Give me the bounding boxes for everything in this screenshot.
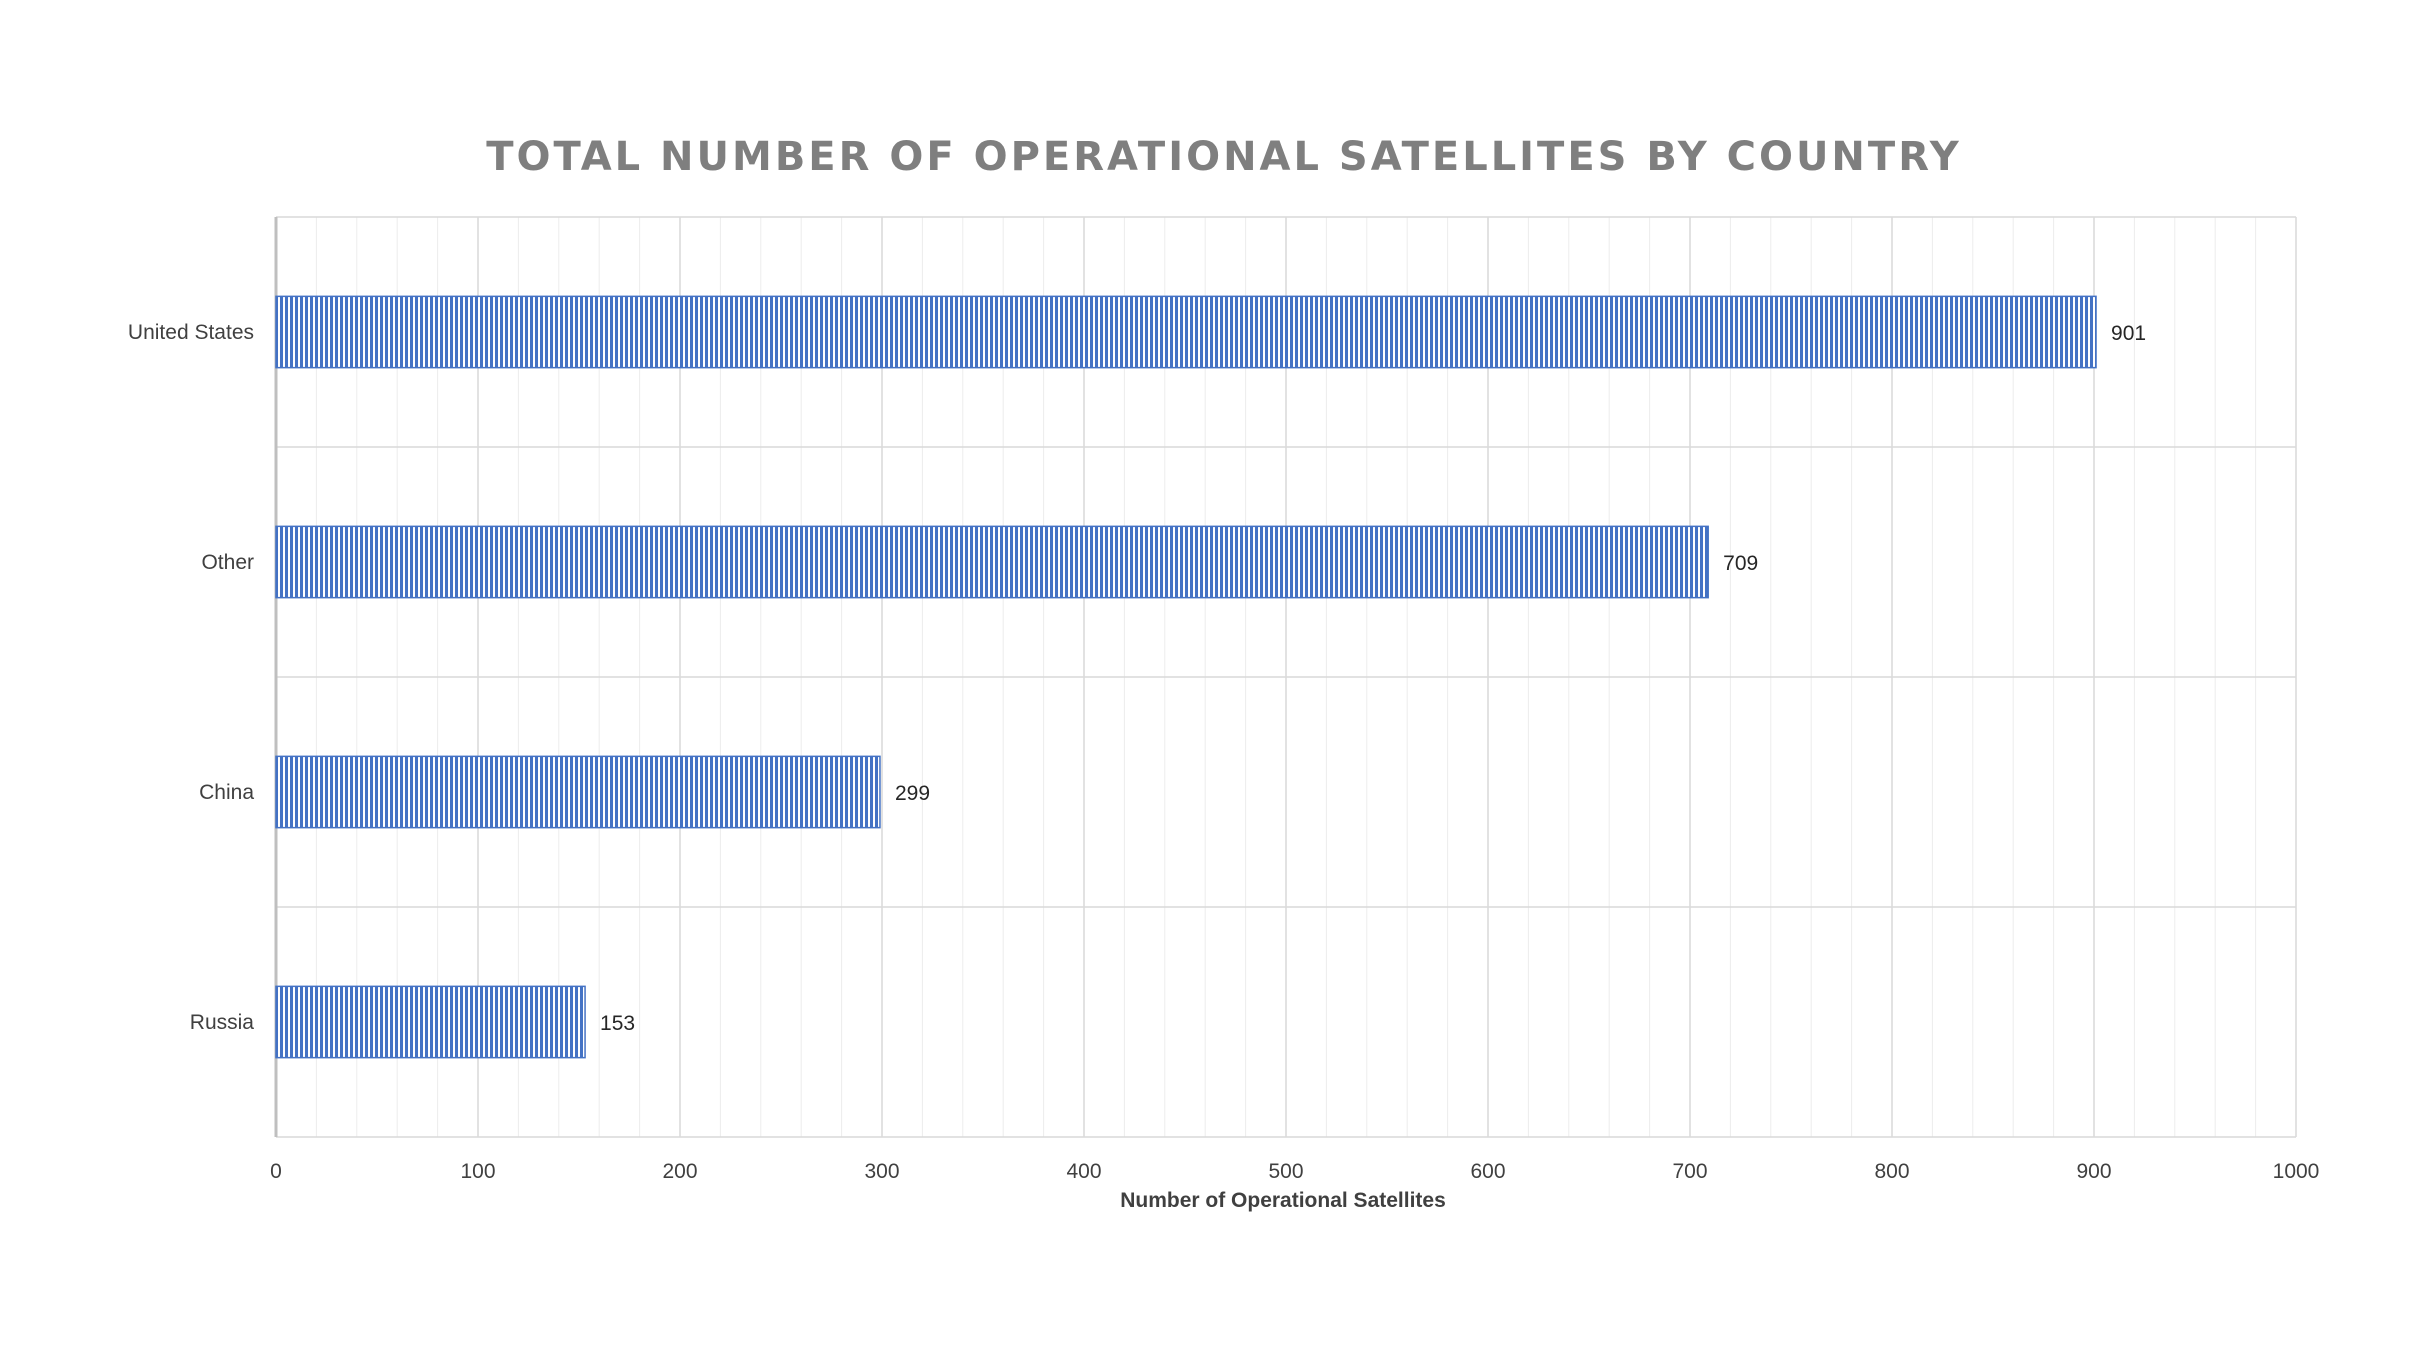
x-axis-title: Number of Operational Satellites	[1120, 1189, 1446, 1212]
x-tick-label: 600	[1470, 1160, 1505, 1183]
labels: 0 100 200 300 400 500 600 700 800 900 1000 United S…	[128, 321, 2319, 1183]
category-label: Russia	[190, 1011, 255, 1034]
x-tick-label: 100	[460, 1160, 495, 1183]
bar	[275, 985, 586, 1059]
bars	[275, 295, 2097, 1059]
category-label: Other	[201, 551, 254, 574]
x-tick-label: 1000	[2273, 1160, 2320, 1183]
bar	[275, 755, 881, 829]
category-label: United States	[128, 321, 254, 344]
x-tick-label: 300	[864, 1160, 899, 1183]
gridlines	[274, 216, 2297, 1138]
x-tick-label: 400	[1066, 1160, 1101, 1183]
bar	[275, 295, 2097, 369]
category-label: China	[199, 781, 254, 804]
bar	[275, 525, 1709, 599]
x-tick-label: 900	[2076, 1160, 2111, 1183]
data-label: 709	[1723, 552, 1758, 575]
x-tick-label: 800	[1874, 1160, 1909, 1183]
x-tick-label: 200	[662, 1160, 697, 1183]
data-label: 153	[600, 1012, 635, 1035]
x-tick-label: 0	[270, 1160, 282, 1183]
x-tick-label: 700	[1672, 1160, 1707, 1183]
data-label: 901	[2111, 322, 2146, 345]
data-label: 299	[895, 782, 930, 805]
chart-title: TOTAL NUMBER OF OPERATIONAL SATELLITES B…	[486, 134, 1962, 180]
x-tick-label: 500	[1268, 1160, 1303, 1183]
